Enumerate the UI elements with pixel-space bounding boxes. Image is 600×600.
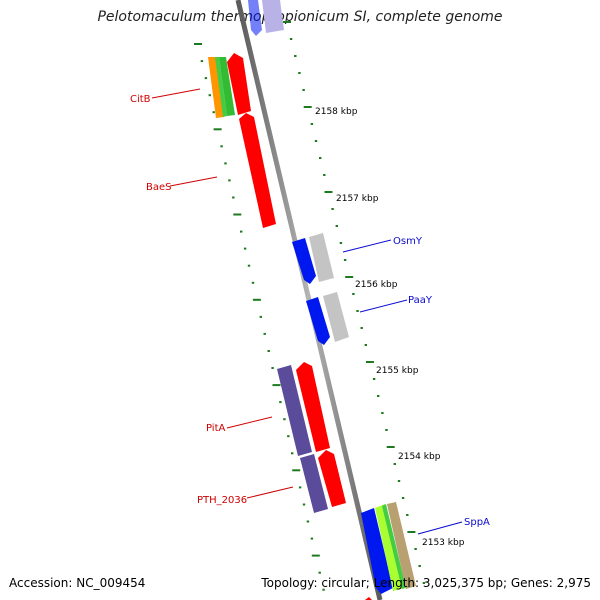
- gene-label-baes[interactable]: BaeS: [146, 182, 172, 193]
- gene-features: [208, 0, 416, 600]
- scale-label-2156: 2156 kbp: [355, 280, 398, 290]
- gene-label-osmy[interactable]: OsmY: [393, 236, 423, 247]
- leader-sppa: [417, 521, 463, 535]
- gene-feature-osmy-blue[interactable]: [292, 238, 316, 284]
- gene-feature-citb-red[interactable]: [227, 53, 251, 115]
- gene-feature-sppa-blue[interactable]: [361, 508, 393, 594]
- scale-label-2153: 2153 kbp: [422, 538, 465, 548]
- gene-label-sppa[interactable]: SppA: [464, 517, 490, 528]
- gene-feature-osmy-grey[interactable]: [309, 233, 334, 282]
- accession-text: Accession: NC_009454: [9, 576, 146, 590]
- gene-feature-paay-blue[interactable]: [306, 297, 330, 345]
- gene-feature-pita-purple[interactable]: [277, 365, 312, 456]
- scale-label-2158: 2158 kbp: [315, 107, 358, 117]
- leader-pita: [226, 416, 273, 429]
- gene-label-citb[interactable]: CitB: [130, 94, 151, 105]
- leader-baes: [169, 176, 218, 187]
- gene-feature-pth-red[interactable]: [318, 450, 346, 507]
- gene-feature-top-lavender[interactable]: [262, 0, 284, 33]
- scale-labels: 2158 kbp 2157 kbp 2156 kbp 2155 kbp 2154…: [315, 107, 465, 548]
- leader-osmy: [342, 239, 392, 253]
- genome-summary-text: Topology: circular; Length: 3,025,375 bp…: [261, 576, 591, 590]
- gene-labels: CitB BaeS OsmY PaaY PitA PTH_2036 SppA: [130, 88, 490, 535]
- inner-tick-ring: [194, 43, 325, 591]
- scale-label-2157: 2157 kbp: [336, 194, 379, 204]
- gene-feature-citb-green1[interactable]: [215, 57, 227, 117]
- gene-feature-citb-orange[interactable]: [208, 57, 224, 118]
- leader-pth: [246, 486, 294, 499]
- gene-feature-citb-green2[interactable]: [219, 57, 235, 116]
- scale-label-2154: 2154 kbp: [398, 452, 441, 462]
- gene-feature-sppa-tan[interactable]: [387, 502, 416, 589]
- gene-feature-paay-grey[interactable]: [323, 292, 349, 342]
- genome-title: Pelotomaculum thermopropionicum SI, comp…: [97, 9, 503, 25]
- gene-label-pth[interactable]: PTH_2036: [197, 495, 247, 506]
- gene-feature-bottom-red[interactable]: [365, 597, 372, 600]
- gene-feature-baes[interactable]: [239, 113, 276, 228]
- scale-label-2155: 2155 kbp: [376, 366, 419, 376]
- leader-citb: [151, 88, 201, 99]
- gene-feature-pth-purple[interactable]: [300, 454, 328, 513]
- gene-feature-top-blue[interactable]: [248, 0, 262, 36]
- outer-tick-ring: [283, 21, 426, 584]
- gene-label-pita[interactable]: PitA: [206, 423, 226, 434]
- gene-label-paay[interactable]: PaaY: [408, 295, 433, 306]
- gene-feature-pita-red[interactable]: [296, 362, 330, 452]
- leader-paay: [359, 299, 408, 313]
- gene-feature-sppa-green[interactable]: [382, 504, 406, 589]
